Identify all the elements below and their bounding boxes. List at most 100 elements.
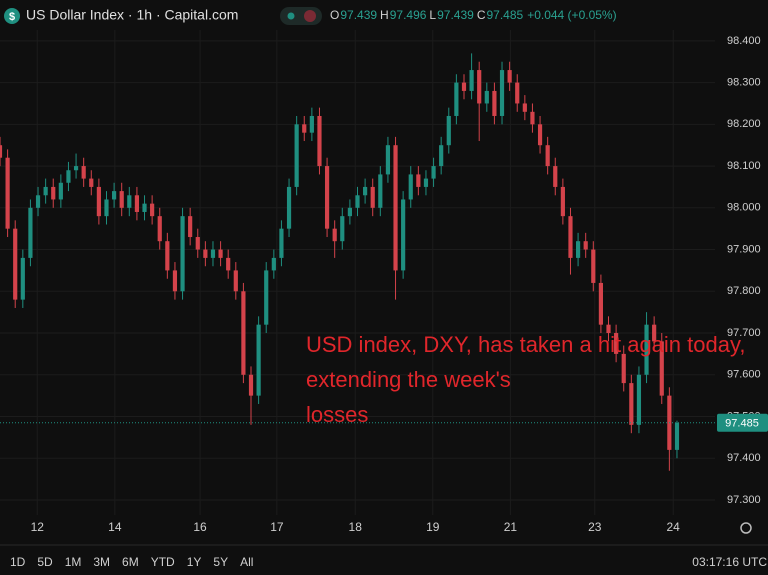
status-dot [287, 12, 295, 20]
candle-body [363, 186, 368, 196]
candle-body [218, 249, 223, 258]
range-button[interactable]: 6M [122, 555, 139, 569]
range-button[interactable]: 1M [65, 555, 82, 569]
toolbar: 1D 5D 1M 3M 6M YTD 1Y 5Y All [10, 555, 253, 569]
candle-body [492, 90, 497, 116]
candle-body [355, 195, 360, 208]
candle-body [461, 82, 467, 91]
range-button[interactable]: YTD [151, 555, 175, 569]
candle-body [309, 115, 314, 133]
candle-body [20, 257, 25, 300]
candle-body [233, 270, 238, 292]
candle-body [591, 249, 596, 283]
candle-body [477, 70, 482, 104]
candle-body [104, 199, 109, 217]
clock: 03:17:16 UTC [692, 555, 767, 569]
ohlc-label: H [380, 8, 389, 22]
candle-body [210, 249, 216, 258]
candle-body [58, 182, 63, 200]
candle-body [188, 216, 193, 238]
x-tick-label: 17 [270, 520, 284, 534]
y-tick-label: 97.300 [727, 494, 761, 506]
x-tick-label: 23 [588, 520, 602, 534]
candle-body [416, 174, 421, 187]
range-button[interactable]: 1Y [187, 555, 202, 569]
x-tick-label: 16 [193, 520, 207, 534]
candle-body [96, 186, 101, 217]
candle-body [28, 207, 33, 258]
candle-body [606, 324, 611, 334]
annotation: USD index, DXY, has taken a hit again to… [306, 332, 745, 427]
candle-body [575, 241, 581, 258]
plot: 98.400 98.300 98.200 98.100 98.000 97.900 97.8… [0, 30, 768, 534]
candle-body [89, 178, 94, 187]
candle-body [507, 70, 512, 83]
candle-body [560, 186, 565, 217]
logo [4, 8, 20, 24]
candle-body [5, 157, 10, 229]
candle-body [142, 203, 147, 212]
range-button[interactable]: 3M [93, 555, 110, 569]
candle-body [13, 228, 18, 300]
last-price-badge [717, 413, 768, 432]
candle-body [119, 191, 124, 208]
candle-body [614, 333, 619, 354]
y-tick-label: 98.400 [727, 35, 761, 47]
candle-body [172, 270, 178, 292]
candle-body [264, 270, 269, 325]
range-button[interactable]: 1D [10, 555, 26, 569]
candle-body [530, 111, 535, 125]
annotation-line: extending the week's [306, 367, 511, 392]
logo-glyph: $ [9, 11, 15, 23]
candle-body [195, 237, 200, 250]
candle-body [157, 216, 162, 242]
candle-body [522, 103, 527, 112]
candle-body [545, 145, 550, 167]
candle-body [393, 145, 398, 271]
y-tick-label: 98.200 [727, 118, 761, 130]
candle-body [423, 178, 429, 187]
y-tick-label: 97.700 [727, 327, 761, 339]
range-button[interactable]: 5D [37, 555, 53, 569]
candle-body [0, 145, 3, 158]
range-button[interactable]: All [240, 555, 253, 569]
candle-body [583, 241, 588, 250]
candle-body [537, 124, 543, 146]
candle-body [347, 207, 352, 217]
candle-body [636, 374, 642, 425]
x-tick-label: 19 [426, 520, 440, 534]
candle-body [180, 216, 185, 292]
ohlc-value: 97.439 [340, 8, 377, 22]
candle-body [629, 383, 634, 425]
change: +0.044 (+0.05%) [527, 8, 616, 22]
candle-body [43, 186, 48, 196]
y-tick-label: 98.300 [727, 76, 761, 88]
candle-body [431, 166, 436, 179]
x-tick-label: 14 [108, 520, 122, 534]
candle-body [340, 216, 345, 242]
candle-body [248, 374, 254, 396]
candle-body [332, 228, 337, 242]
candle-body [241, 291, 246, 375]
candle-body [51, 186, 56, 200]
candle-body [279, 228, 284, 258]
y-tick-label: 97.900 [727, 243, 761, 255]
candle-body [644, 324, 649, 375]
y-tick-label: 97.800 [727, 285, 761, 297]
candle-body [73, 166, 79, 171]
candle-body [256, 324, 261, 396]
settings-icon[interactable] [740, 522, 752, 534]
candle-body [286, 186, 292, 229]
symbol-title: US Dollar Index · 1h · Capital.com [26, 7, 238, 23]
candle-body [81, 166, 86, 179]
ohlc-label: C [477, 8, 486, 22]
candle-body [127, 195, 132, 208]
candle-body [621, 353, 626, 384]
y-tick-label: 98.000 [727, 202, 761, 214]
ohlc-value: 97.439 [437, 8, 474, 22]
range-button[interactable]: 5Y [213, 555, 228, 569]
candle-body [484, 90, 489, 104]
x-tick-label: 24 [666, 520, 680, 534]
candle-body [324, 166, 330, 229]
